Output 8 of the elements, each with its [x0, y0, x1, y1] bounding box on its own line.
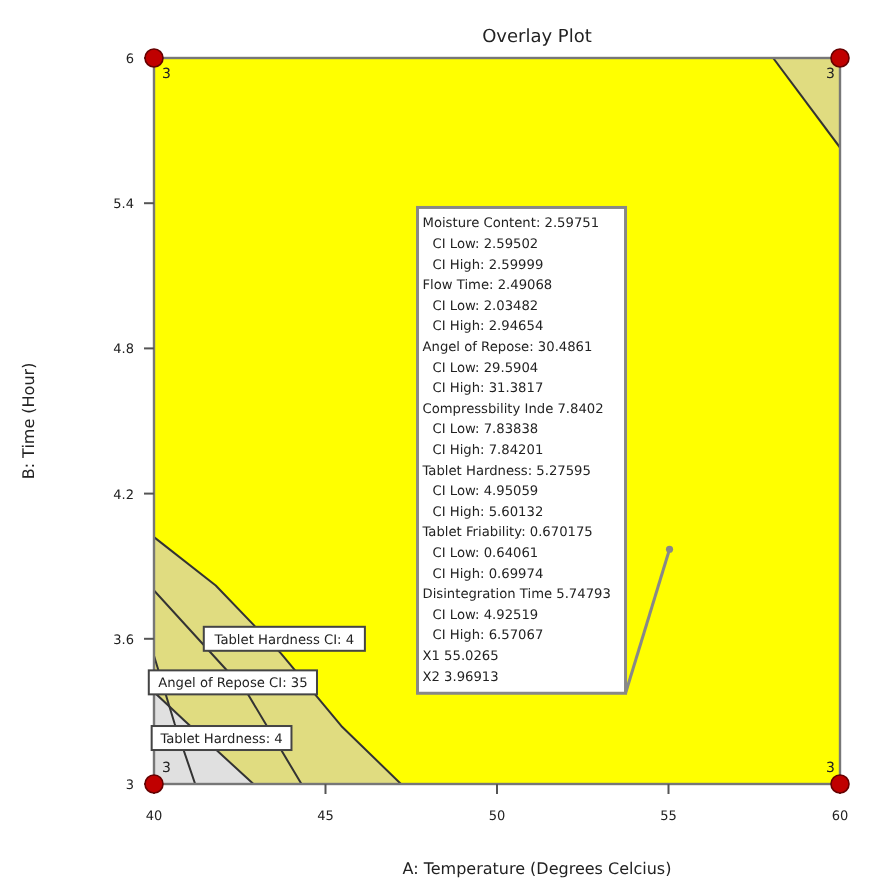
chart-title: Overlay Plot	[482, 28, 593, 48]
point	[144, 48, 164, 68]
point	[144, 774, 164, 794]
point	[830, 774, 850, 794]
y-axis-title: B: Time (Hour)	[20, 362, 38, 480]
point	[665, 545, 674, 553]
x-axis-title: A: Temperature (Degrees Celcius)	[402, 860, 672, 878]
point	[830, 48, 850, 68]
